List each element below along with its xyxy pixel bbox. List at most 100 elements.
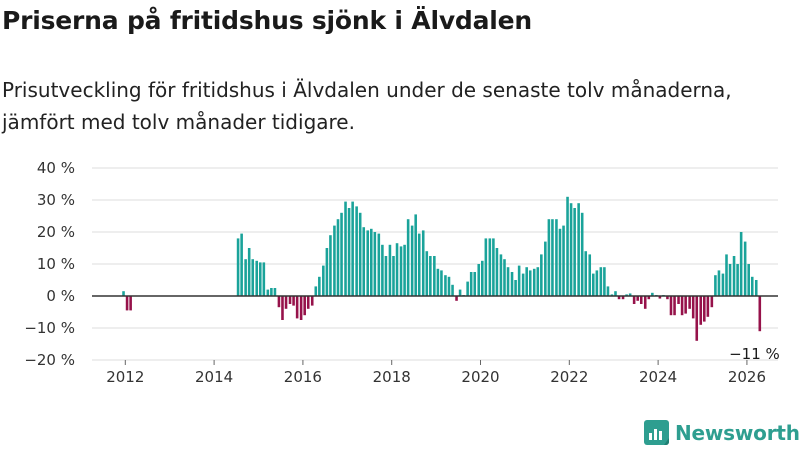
bar	[721, 273, 725, 296]
y-tick-label: −20 %	[24, 351, 75, 369]
bar	[310, 296, 314, 306]
bar	[299, 296, 303, 320]
bar	[636, 296, 639, 301]
bar	[750, 276, 754, 296]
bar	[677, 296, 680, 304]
bar	[544, 241, 547, 296]
x-tick-label: 2024	[639, 368, 677, 386]
bar	[336, 219, 340, 296]
bar	[455, 296, 458, 301]
bar	[610, 294, 614, 296]
bar	[632, 296, 636, 304]
bar	[514, 280, 517, 296]
bar	[666, 296, 669, 300]
y-tick-label: 10 %	[37, 255, 75, 273]
bar	[728, 264, 732, 296]
bar	[725, 254, 728, 296]
bar	[458, 289, 462, 296]
annotations: −11 %	[729, 345, 780, 363]
bar	[599, 267, 603, 296]
bar	[403, 244, 406, 296]
bar	[758, 296, 762, 332]
bar	[284, 296, 288, 309]
bar	[273, 288, 277, 296]
bar	[628, 293, 632, 296]
bar	[129, 296, 132, 311]
bar	[421, 230, 425, 296]
bar	[325, 248, 329, 296]
x-tick-label: 2022	[550, 368, 588, 386]
bar	[447, 276, 451, 296]
bar	[277, 296, 281, 308]
bar	[717, 270, 721, 296]
bar	[558, 228, 562, 296]
bar	[262, 262, 266, 296]
bar	[440, 270, 443, 296]
bar	[499, 254, 503, 296]
bar	[592, 273, 595, 296]
bar	[573, 208, 576, 296]
gridlines	[92, 167, 778, 361]
bar	[606, 286, 610, 296]
bar	[344, 201, 347, 296]
bar	[680, 296, 684, 316]
y-tick-label: 0 %	[46, 287, 75, 305]
bar	[503, 259, 506, 296]
bar	[314, 286, 318, 296]
bar	[473, 272, 477, 296]
bar	[258, 262, 262, 296]
bar	[714, 275, 717, 296]
bar	[510, 272, 514, 296]
bar	[244, 259, 247, 296]
bar	[566, 196, 569, 296]
bar	[414, 214, 417, 296]
bar	[466, 281, 469, 296]
bar	[362, 227, 366, 296]
bar	[488, 238, 492, 296]
bar	[388, 244, 392, 296]
bar	[517, 265, 521, 296]
bar	[288, 296, 292, 304]
bar	[614, 291, 617, 296]
bar	[433, 256, 436, 296]
bar-chart-logo-icon	[644, 420, 669, 445]
bar	[643, 296, 647, 309]
bar	[495, 248, 499, 296]
bar	[569, 203, 573, 296]
bar	[521, 273, 525, 296]
bar	[688, 296, 691, 309]
brand-name: Newsworthy	[675, 420, 800, 445]
chart-title: Priserna på fritidshus sjönk i Älvdalen	[2, 6, 533, 35]
bar	[736, 264, 739, 296]
bar	[358, 212, 362, 296]
bar	[528, 270, 532, 296]
y-tick-label: 20 %	[37, 223, 75, 241]
bar	[340, 212, 343, 296]
bar	[436, 268, 440, 296]
bar	[703, 296, 706, 322]
bar	[395, 243, 399, 296]
x-tick-label: 2016	[284, 368, 322, 386]
bar	[469, 272, 473, 296]
bar	[673, 296, 676, 316]
bar	[240, 233, 243, 296]
chart-subtitle: Prisutveckling för fritidshus i Älvdalen…	[2, 78, 732, 134]
y-tick-label: 30 %	[37, 191, 75, 209]
bar	[651, 292, 654, 296]
bar	[639, 296, 643, 304]
bar	[706, 296, 710, 317]
axes: 40 % 30 % 20 % 10 % 0 % −10 % −20 % 2012 2014 201…	[24, 159, 778, 386]
data-label-latest: −11 %	[729, 345, 780, 363]
y-tick-label: 40 %	[37, 159, 75, 177]
bar	[547, 219, 551, 296]
bar	[270, 288, 273, 296]
bar	[595, 270, 599, 296]
bar	[417, 233, 421, 296]
bar	[255, 260, 259, 296]
x-tick-label: 2026	[728, 368, 766, 386]
bar	[691, 296, 695, 319]
bar	[621, 296, 625, 300]
bar-chart: 40 % 30 % 20 % 10 % 0 % −10 % −20 % 2012 2014 201…	[24, 159, 780, 386]
x-tick-label: 2014	[195, 368, 233, 386]
bar	[584, 251, 588, 296]
